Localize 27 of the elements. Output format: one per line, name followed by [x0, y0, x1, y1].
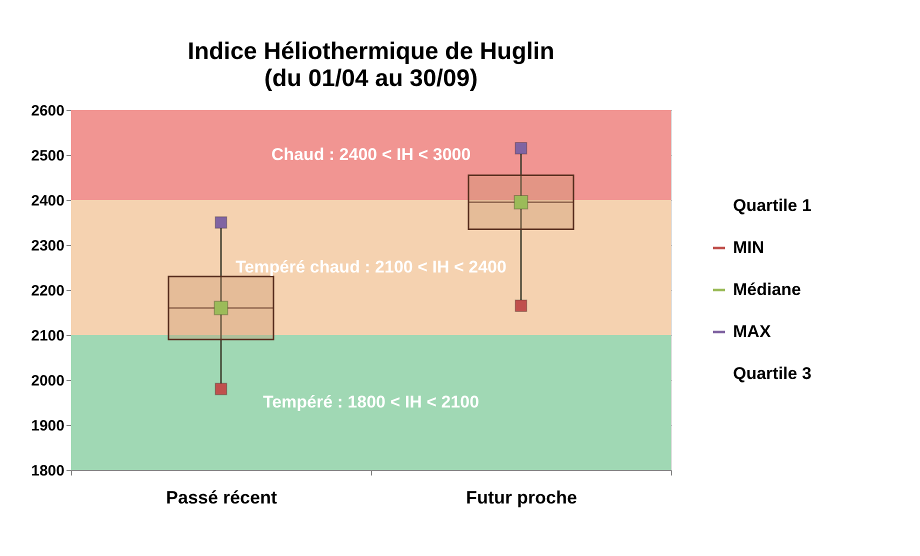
y-tick-label: 1900 [31, 418, 64, 434]
legend-label: MIN [733, 238, 764, 257]
y-tick-label: 2500 [31, 148, 64, 164]
band-label: Tempéré : 1800 < IH < 2100 [262, 392, 480, 412]
point [514, 300, 528, 312]
point [214, 216, 228, 229]
point [514, 195, 528, 210]
y-tick-label: 2400 [31, 192, 64, 210]
chart-title: Indice Héliothermique de Huglin [188, 38, 554, 65]
point [214, 382, 228, 396]
x-tick-label: Futur proche [466, 488, 577, 508]
x-tick-label: Passé récent [166, 488, 278, 508]
legend-label: Médiane [733, 280, 802, 299]
chart-subtitle: (du 01/04 au 30/09) [264, 65, 478, 92]
point [514, 142, 528, 154]
band-label: Tempéré chaud : 2100 < IH < 2400 [236, 258, 506, 276]
y-tick-label: 2300 [31, 238, 64, 254]
y-tick-label: 2200 [31, 282, 64, 300]
band-label: Chaud : 2400 < IH < 3000 [271, 145, 471, 164]
y-tick-label: 2000 [31, 372, 64, 390]
legend-label: MAX [733, 322, 772, 341]
y-tick-label: 1800 [31, 462, 64, 480]
y-tick-label: 2100 [31, 328, 64, 344]
text: Quartile 1 [733, 196, 812, 215]
text: Quartile 3 [733, 364, 812, 383]
point [214, 300, 228, 316]
y-tick-label: 2600 [31, 102, 64, 120]
